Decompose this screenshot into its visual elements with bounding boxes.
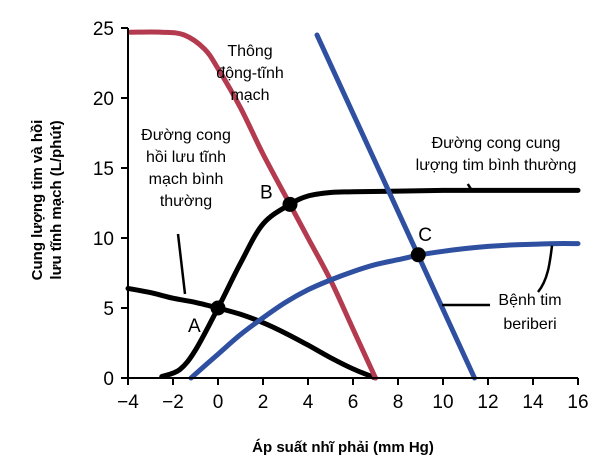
pointer-cardiac-output [466, 183, 474, 192]
x-tick-label: 16 [567, 392, 588, 413]
x-tick-label: 14 [522, 392, 544, 413]
beriberi-curve [188, 241, 581, 381]
x-tick-label: 8 [393, 392, 404, 413]
x-tick-label: 10 [432, 392, 453, 413]
av-shunt-curve [127, 29, 378, 381]
y-tick-label: 20 [93, 89, 114, 110]
x-tick-label: −4 [117, 392, 139, 413]
series-layer [125, 29, 581, 381]
normal-cardiac-output-curve [159, 187, 581, 380]
normal-venous-return-curve [125, 285, 378, 381]
annotation-beriberi: Bệnh tim beriberi [498, 292, 561, 333]
point-b [282, 196, 298, 212]
x-tick-label: 0 [213, 392, 224, 413]
x-axis-title: Áp suất nhĩ phải (mm Hg) [252, 439, 434, 456]
ticks: −4 −2 0 2 4 6 8 10 12 14 16 0 5 10 15 20 25 [93, 19, 589, 413]
blue-descending-line [314, 32, 477, 381]
marked-points: A B C [188, 182, 432, 337]
axes: Áp suất nhĩ phải (mm Hg) Cung lượng tim v… [29, 28, 578, 456]
annotation-normal-venous-return: Đường cong hồi lưu tĩnh mạch bình thường [141, 127, 231, 210]
x-tick-label: 2 [258, 392, 269, 413]
x-tick-label: 4 [303, 392, 314, 413]
point-a [210, 300, 226, 316]
annotations: Thông động-tĩnh mạch Đường cong hồi lưu tĩnh… [141, 43, 576, 333]
pointer-beriberi-curve [537, 245, 554, 293]
annotation-av-shunt: Thông động-tĩnh mạch [216, 43, 284, 104]
point-label-c: C [418, 225, 432, 246]
x-tick-label: −2 [162, 392, 184, 413]
pointer-venous-return [176, 233, 187, 295]
y-tick-label: 25 [93, 19, 114, 40]
point-c [410, 247, 426, 263]
x-tick-label: 6 [348, 392, 359, 413]
y-axis-title: Cung lượng tim và hồi lưu tĩnh mạch (L/ph… [29, 120, 65, 281]
annotation-normal-cardiac-output: Đường cong cung lượng tim bình thường [416, 135, 577, 174]
y-tick-label: 0 [103, 369, 114, 390]
y-tick-label: 10 [93, 229, 114, 250]
x-tick-label: 12 [477, 392, 498, 413]
point-label-a: A [188, 316, 201, 337]
y-tick-label: 5 [103, 299, 114, 320]
point-label-b: B [260, 182, 273, 203]
y-tick-label: 15 [93, 159, 114, 180]
